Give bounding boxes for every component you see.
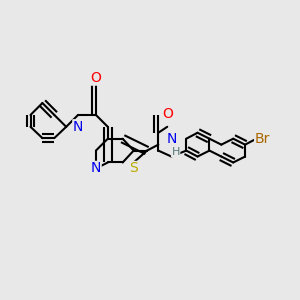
Text: N: N [166, 132, 177, 146]
Text: H: H [171, 147, 180, 157]
Text: O: O [162, 107, 173, 121]
Text: N: N [91, 161, 101, 176]
Text: N: N [73, 120, 83, 134]
Text: O: O [91, 71, 101, 85]
Text: Br: Br [255, 132, 270, 146]
Text: S: S [129, 161, 138, 176]
